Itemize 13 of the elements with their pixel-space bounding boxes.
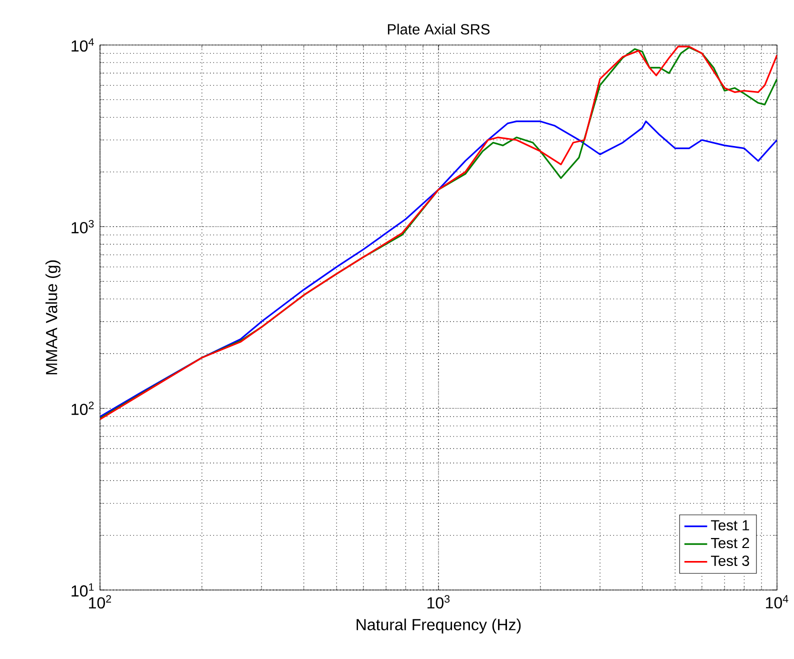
x-tick-label: 10$^{3}$ (428, 595, 450, 609)
y-tick-label: 10$^{1}$ (72, 583, 94, 597)
x-tick-label: 10$^{2}$ (89, 595, 112, 609)
legend-label: Test 3 (710, 556, 750, 566)
legend-label: Test 1 (710, 520, 750, 530)
x-tick-label: 10$^{4}$ (766, 595, 788, 608)
x-axis-title: Natural Frequency (Hz) (356, 618, 521, 634)
y-tick-label: 10$^{4}$ (72, 38, 94, 52)
y-tick-label: 10$^{2}$ (72, 402, 94, 416)
y-tick-label: 10$^{3}$ (72, 220, 94, 234)
y-axis-title: MMAA Value (g) (46, 260, 60, 374)
legend-label: Test 2 (710, 538, 750, 548)
chart-title: Plate Axial SRS (388, 24, 490, 35)
